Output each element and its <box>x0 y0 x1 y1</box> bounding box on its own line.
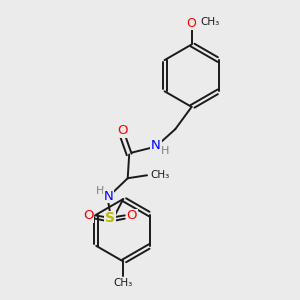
Text: S: S <box>105 212 115 225</box>
Text: CH₃: CH₃ <box>114 278 133 288</box>
Text: CH₃: CH₃ <box>200 17 219 28</box>
Text: N: N <box>151 139 161 152</box>
Text: O: O <box>117 124 128 137</box>
Text: N: N <box>103 190 113 202</box>
Text: H: H <box>161 146 169 156</box>
Text: O: O <box>187 16 196 30</box>
Text: O: O <box>126 209 137 223</box>
Text: O: O <box>83 209 93 223</box>
Text: CH₃: CH₃ <box>150 170 169 180</box>
Text: H: H <box>96 186 104 196</box>
